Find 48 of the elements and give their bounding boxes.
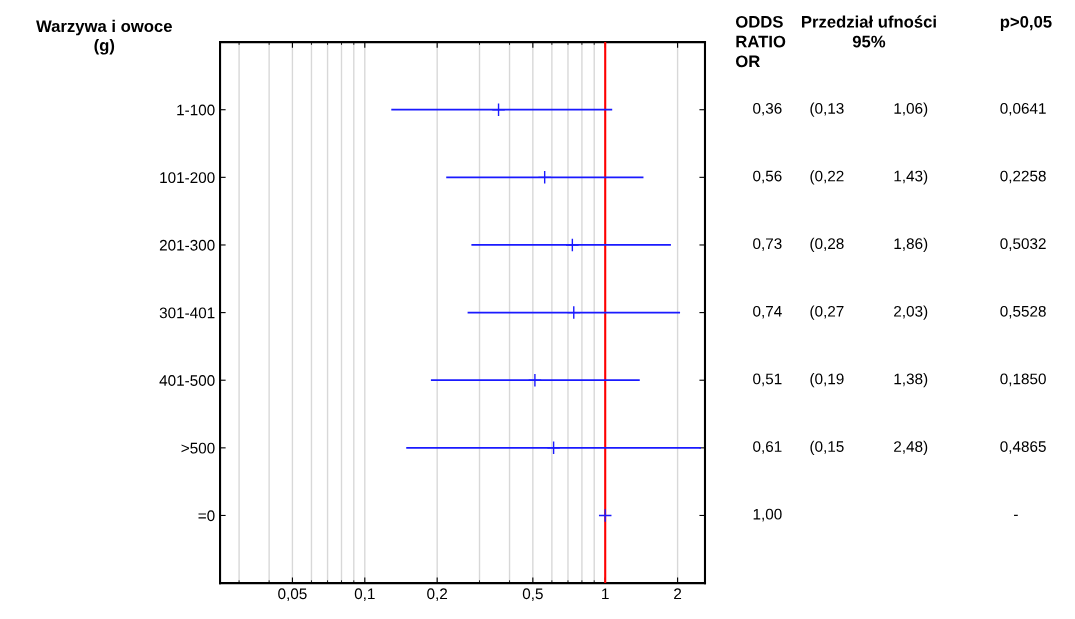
point	[527, 373, 542, 388]
y-tick-label: =0	[198, 510, 215, 522]
text: (0,27	[810, 305, 844, 320]
x-tick-label: 1	[602, 588, 609, 600]
text: 1,43)	[894, 170, 928, 185]
text: Przedział ufności 95%	[801, 15, 936, 48]
text: 2,03)	[894, 305, 928, 320]
point	[546, 440, 561, 455]
text: 0,2258	[1000, 170, 1046, 184]
x-tick-label: 0,2	[427, 588, 448, 601]
point	[537, 170, 552, 185]
data-label: 0,61	[753, 441, 782, 454]
y-tick-label: 101-200	[160, 172, 215, 184]
text: p>0,05	[1000, 15, 1052, 32]
text: 0,1850	[1000, 373, 1046, 387]
data-label: 0,73	[753, 238, 782, 251]
x-tick-label: 2	[674, 588, 682, 600]
text: 0,4865	[1000, 441, 1046, 454]
point	[565, 238, 580, 252]
y-tick-label: 201-300	[159, 239, 215, 251]
data-label: 0,56	[753, 170, 782, 184]
text: ODDS RATIO OR	[735, 15, 786, 68]
point	[566, 305, 581, 320]
x-tick-label: 0,5	[522, 588, 543, 601]
data-label: 0,74	[753, 305, 782, 319]
text: -	[1014, 514, 1018, 516]
text: 0,5032	[1000, 238, 1046, 251]
text: 0,0641	[1000, 103, 1046, 116]
text: (0,28	[810, 237, 844, 253]
data-label: 1,00	[753, 508, 782, 522]
text: (0,22	[810, 170, 844, 185]
data-label: 0,36	[753, 103, 782, 116]
text: 2,48)	[894, 440, 928, 455]
text: 0,5528	[1000, 305, 1046, 319]
text: (0,13	[810, 102, 844, 117]
x-tick-label: 0,1	[354, 588, 375, 601]
text: (0,19	[810, 373, 844, 388]
y-tick-label: 1-100	[177, 104, 215, 116]
y-tick-label: 401-500	[159, 375, 215, 386]
y-tick-label: >500	[181, 442, 215, 454]
text: (0,15	[810, 440, 844, 455]
y-axis-title: Warzywa i owoce (g)	[36, 19, 172, 55]
text: 1,06)	[894, 102, 928, 117]
y-tick-label: 301-401	[159, 307, 215, 319]
text: 1,86)	[894, 237, 928, 253]
text: 1,38)	[894, 373, 928, 388]
x-tick-label: 0,05	[278, 588, 307, 601]
data-label: 0,51	[753, 373, 782, 387]
